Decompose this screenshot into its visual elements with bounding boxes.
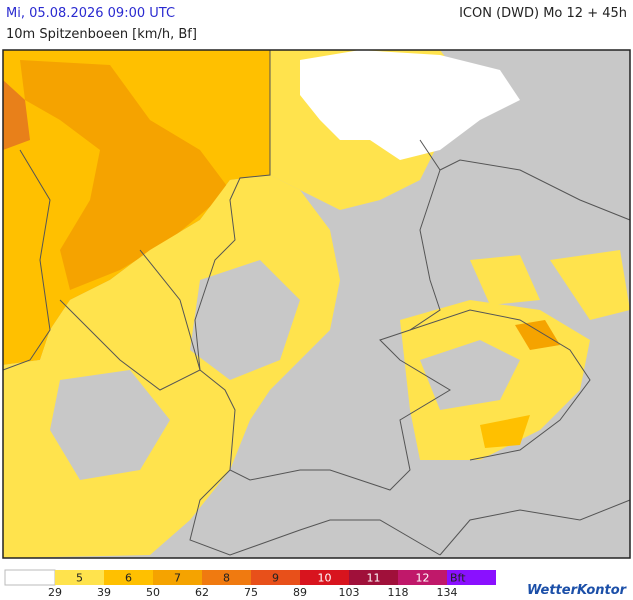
legend-threshold: 89 xyxy=(293,586,307,599)
legend-box xyxy=(349,570,398,585)
map-frame xyxy=(2,49,631,559)
legend-label: 11 xyxy=(367,572,381,585)
borders xyxy=(2,50,631,556)
legend-box xyxy=(251,570,300,585)
forecast-time: Mi, 05.08.2026 09:00 UTC xyxy=(6,6,176,21)
logo: WetterKontor xyxy=(527,583,627,598)
legend-box xyxy=(104,570,153,585)
wind-area xyxy=(3,80,30,150)
model-run: ICON (DWD) Mo 12 + 45h xyxy=(459,6,627,21)
calm-area xyxy=(190,260,300,380)
no-data-area xyxy=(300,50,520,160)
wind-area xyxy=(515,320,560,350)
legend-label: 8 xyxy=(223,572,230,585)
legend-box xyxy=(55,570,104,585)
legend-label: 9 xyxy=(272,572,279,585)
legend-threshold: 39 xyxy=(97,586,111,599)
legend-threshold: 118 xyxy=(388,586,409,599)
legend-box xyxy=(447,570,496,585)
calm-area xyxy=(50,370,170,480)
wind-area xyxy=(470,255,540,305)
legend-box xyxy=(202,570,251,585)
legend-threshold: 29 xyxy=(48,586,62,599)
legend-label: 12 xyxy=(416,572,430,585)
legend-threshold: 134 xyxy=(437,586,458,599)
legend-box xyxy=(4,569,56,586)
legend-label: 5 xyxy=(76,572,83,585)
legend-threshold: 103 xyxy=(339,586,360,599)
legend-threshold: 62 xyxy=(195,586,209,599)
wind-area xyxy=(550,250,630,320)
wind-area xyxy=(480,415,530,448)
legend-box xyxy=(300,570,349,585)
legend-box xyxy=(153,570,202,585)
parameter: 10m Spitzenboeen [km/h, Bf] xyxy=(6,27,197,42)
legend-box xyxy=(398,570,447,585)
legend-label: 7 xyxy=(174,572,181,585)
legend-label: Bft xyxy=(450,572,466,585)
legend-threshold: 75 xyxy=(244,586,258,599)
legend-label: 6 xyxy=(125,572,132,585)
wind-area xyxy=(20,60,230,290)
legend-threshold: 50 xyxy=(146,586,160,599)
legend-label: 10 xyxy=(318,572,332,585)
